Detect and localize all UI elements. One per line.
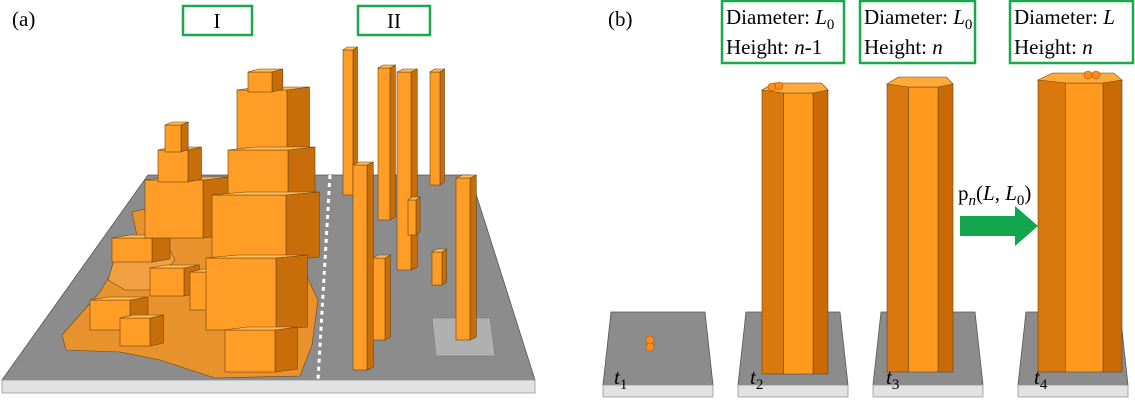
hex-right [813, 90, 828, 374]
info-text: Diameter: L0 [726, 5, 834, 33]
text-run: n [969, 193, 977, 209]
hex-right [1103, 80, 1122, 372]
text-run: Height: [1014, 35, 1082, 59]
text-run: n [932, 35, 943, 59]
pillar-front [408, 200, 416, 235]
hex-front [908, 87, 938, 372]
pillar-side [390, 65, 395, 220]
hex-right [938, 84, 953, 372]
text-run: n [1082, 35, 1093, 59]
text-run: Height: [864, 35, 932, 59]
hex-left [1038, 80, 1065, 372]
slab-front [2, 380, 535, 393]
text-run: 2 [756, 377, 764, 393]
tower-side [152, 235, 170, 262]
plates [603, 71, 1128, 397]
info-text: Height: n [864, 35, 943, 59]
text-run: Height: [726, 35, 794, 59]
tower-front [248, 72, 272, 92]
tower-side [287, 87, 310, 150]
text-run: L [814, 5, 827, 29]
tower-side [272, 69, 283, 92]
text-run: , [995, 181, 1006, 205]
text-run: 0 [965, 17, 973, 33]
pillar-front [397, 72, 411, 270]
text-run: n [794, 35, 805, 59]
tower-front [120, 318, 150, 346]
particle [646, 343, 654, 351]
tower-front [225, 330, 275, 372]
pillar-side [440, 69, 445, 185]
text-run: 0 [827, 17, 835, 33]
text-run: Diameter: [864, 5, 953, 29]
tower-front [165, 125, 181, 152]
pillar-front [378, 68, 390, 220]
hex-top [1038, 73, 1122, 83]
tower-front [212, 195, 286, 260]
text-run: L [1004, 181, 1017, 205]
text-run: 1 [620, 377, 628, 393]
particle [768, 83, 776, 91]
arrow-label: pn(L, L0) [958, 181, 1031, 209]
tower-side [181, 122, 188, 152]
text-run: p [958, 181, 969, 205]
text-run: ) [1024, 181, 1031, 205]
pillar-side [442, 249, 447, 285]
pillar-side [385, 255, 390, 340]
text-run: Diameter: [726, 5, 815, 29]
tower-front [112, 238, 152, 262]
particle [1092, 71, 1100, 79]
arrow [960, 206, 1038, 246]
particle [775, 82, 783, 90]
tower-front [237, 90, 287, 150]
particle [1084, 71, 1092, 79]
info-text: Diameter: L [1014, 5, 1115, 29]
text-run: L [952, 5, 965, 29]
text-run: L [982, 181, 995, 205]
region-label: I [214, 9, 221, 33]
text-run: ( [976, 181, 983, 205]
info-text: Height: n-1 [726, 35, 822, 59]
pillar-front [430, 72, 440, 185]
pillar-side [411, 69, 417, 270]
tower-front [150, 268, 184, 296]
tower-side [188, 147, 202, 182]
pillar-front [373, 258, 385, 340]
text-run: L [1102, 5, 1115, 29]
info-text: Diameter: L0 [864, 5, 972, 33]
pillar-front [456, 178, 470, 340]
hex-front [783, 93, 813, 374]
tower-side [286, 192, 319, 260]
pillar-side [416, 197, 420, 235]
hex-left [887, 84, 908, 372]
hex-front [1065, 83, 1103, 372]
info-text: Height: n [1014, 35, 1093, 59]
tower-side [275, 327, 298, 372]
tower-front [206, 258, 276, 330]
pillar-front [343, 50, 353, 195]
text-run: 0 [1017, 193, 1025, 209]
hex-left [762, 90, 783, 374]
panel-label: (a) [12, 7, 35, 31]
region-label: II [387, 9, 401, 33]
pillar-side [367, 162, 373, 370]
figure: (a) I II (b) Diameter: L0 Height: n-1 Di… [0, 0, 1135, 402]
tower-front [158, 150, 188, 182]
pillar-side [470, 175, 476, 340]
hex-top [887, 77, 953, 87]
pillar-front [432, 252, 442, 285]
text-run: 4 [1040, 377, 1048, 393]
panel-label: (b) [608, 7, 633, 31]
text-run: Diameter: [1014, 5, 1103, 29]
text-run: -1 [805, 35, 823, 59]
pillar-front [353, 165, 367, 370]
tower-side [276, 255, 308, 330]
tower-front [145, 180, 203, 238]
text-run: 3 [892, 377, 900, 393]
tower-side [150, 315, 164, 346]
